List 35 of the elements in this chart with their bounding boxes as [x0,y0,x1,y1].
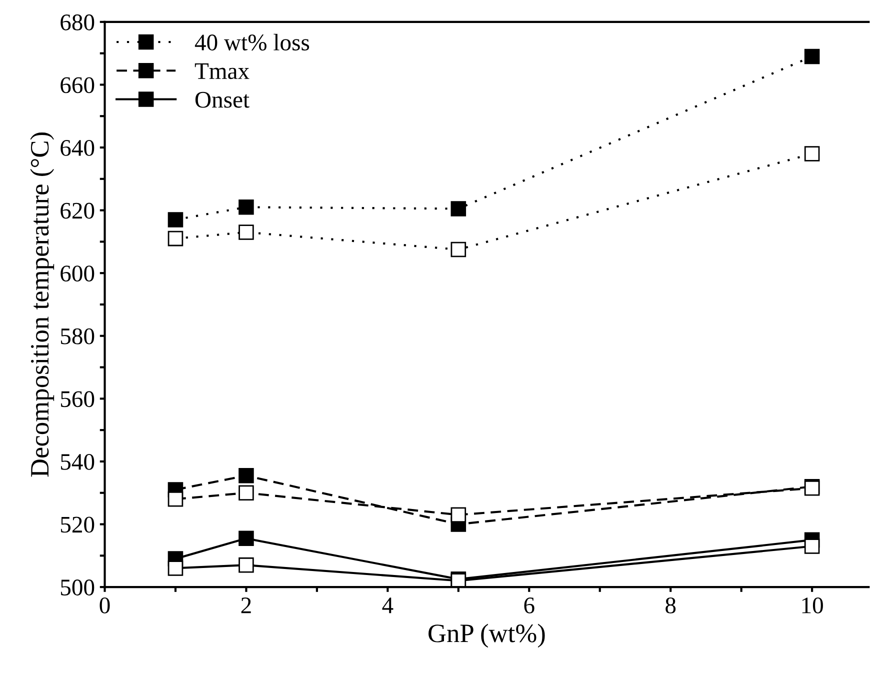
point [238,557,254,573]
point [804,538,820,554]
x-tick-label: 2 [241,598,251,614]
y-tick-label: 640 [60,140,94,156]
x-tick-label: 10 [802,597,823,614]
point [238,530,254,546]
point [450,201,466,216]
y-tick-label: 580 [60,328,94,344]
point [238,200,254,215]
legend-label: Onset [195,92,250,108]
x-tick-label: 8 [666,597,676,614]
point [168,230,184,246]
point [804,48,820,64]
y-tick-label: 520 [60,516,94,533]
legend-label: 40 wt% loss [194,34,310,51]
point [450,242,466,258]
point [168,491,184,507]
legend-label: Tmax [194,63,250,80]
x-tick-label: 6 [524,598,534,614]
point [238,468,254,484]
y-tick-label: 600 [60,266,94,282]
y-tick-label: 500 [60,580,94,596]
y-tick-label: 540 [60,454,94,470]
x-tick-label: 0 [100,597,110,614]
x-tick-label: 4 [382,598,394,614]
point [168,212,184,228]
point [238,485,254,500]
y-tick-label: 680 [60,14,94,30]
y-tick-label: 660 [60,77,94,94]
y-tick-label: 560 [60,391,94,408]
y-tick-label: 620 [60,202,94,219]
point [168,560,184,576]
point [450,507,466,522]
x-axis-title: GnP (wt%) [428,624,545,648]
y-axis-title: Decomposition temperature (°C) [30,132,54,477]
